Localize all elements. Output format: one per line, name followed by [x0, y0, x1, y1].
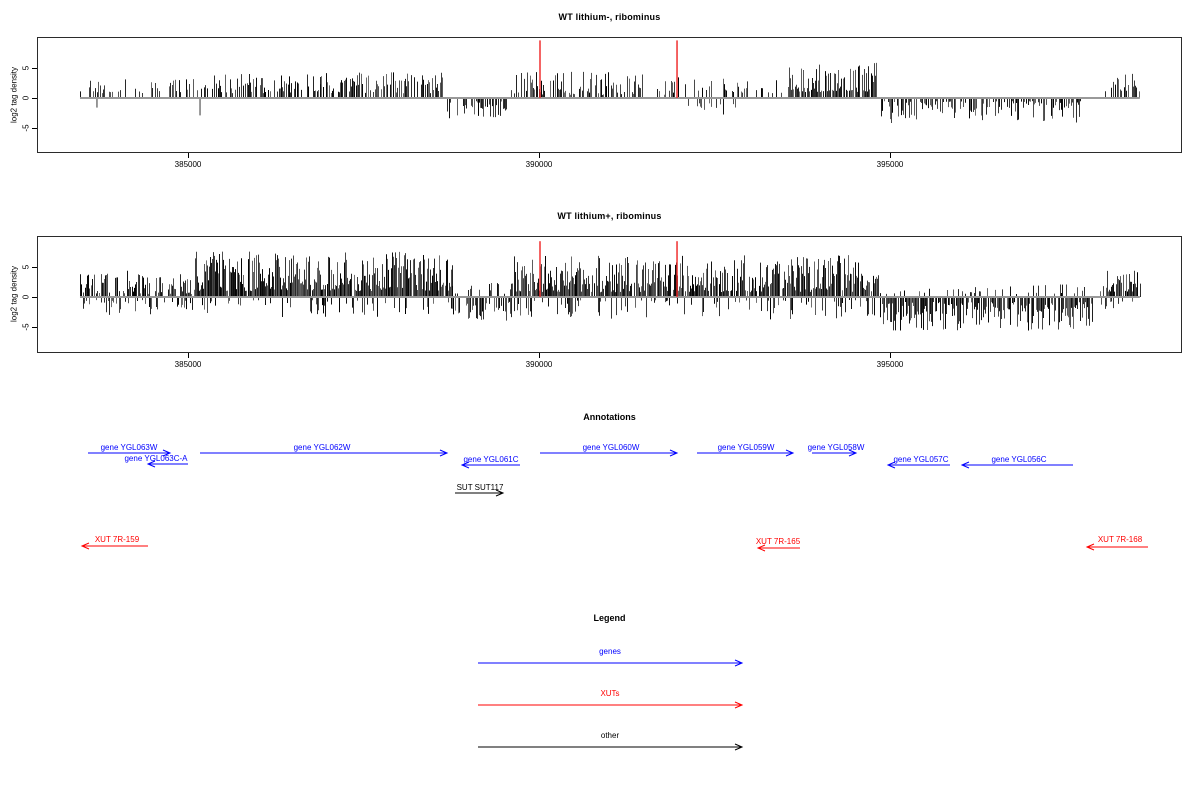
gene-arrow-head-icon	[886, 461, 896, 469]
y-tick	[32, 128, 37, 129]
annotations-title: Annotations	[583, 412, 636, 422]
xut-label: XUT 7R-165	[756, 537, 801, 546]
gene-label: gene YGL062W	[294, 443, 351, 452]
x-tick	[539, 153, 541, 158]
gene-arrow-head-icon	[146, 460, 156, 468]
xut-label: XUT 7R-168	[1098, 535, 1143, 544]
x-tick-label: 395000	[876, 360, 904, 369]
x-tick-label: 390000	[525, 160, 553, 169]
legend-item-label: genes	[599, 647, 621, 656]
y-tick	[32, 327, 37, 328]
x-tick	[188, 153, 190, 158]
xut-arrow-head-icon	[1085, 543, 1095, 551]
x-tick-label: 385000	[174, 160, 202, 169]
gene-arrow-head-icon	[162, 449, 172, 457]
xut-label: XUT 7R-159	[95, 535, 140, 544]
plot2-title: WT lithium+, ribominus	[557, 211, 662, 221]
gene-label: gene YGL057C	[893, 455, 948, 464]
plot-area-1	[37, 37, 1182, 153]
sut-label: SUT SUT117	[457, 483, 504, 492]
gene-arrow-head-icon	[439, 449, 449, 457]
gene-label: gene YGL056C	[991, 455, 1046, 464]
y-tick	[32, 267, 37, 268]
gene-arrow-head-icon	[460, 461, 470, 469]
x-tick-label: 385000	[174, 360, 202, 369]
legend-arrow-head-icon	[734, 659, 744, 667]
x-tick	[890, 353, 892, 358]
x-tick-label: 395000	[876, 160, 904, 169]
gene-label: gene YGL058W	[808, 443, 865, 452]
legend-item-label: other	[601, 731, 620, 740]
y-tick	[32, 297, 37, 298]
x-tick	[890, 153, 892, 158]
plot1-title: WT lithium-, ribominus	[558, 12, 661, 22]
gene-arrow-head-icon	[848, 449, 858, 457]
xut-arrow-head-icon	[80, 542, 90, 550]
y-tick	[32, 68, 37, 69]
x-tick-label: 390000	[525, 360, 553, 369]
gene-label: gene YGL059W	[718, 443, 775, 452]
legend-arrow-head-icon	[734, 701, 744, 709]
gene-label: gene YGL060W	[583, 443, 640, 452]
legend-arrow-head-icon	[734, 743, 744, 751]
x-tick	[539, 353, 541, 358]
legend-item-label: XUTs	[600, 689, 619, 698]
gene-label: gene YGL063C-A	[124, 454, 188, 463]
x-tick	[188, 353, 190, 358]
legend-title: Legend	[593, 613, 626, 623]
gene-arrow-head-icon	[785, 449, 795, 457]
gene-arrow-head-icon	[669, 449, 679, 457]
plot-bars-svg	[79, 40, 1140, 123]
gene-arrow-head-icon	[960, 461, 970, 469]
plot-area-2	[37, 236, 1182, 353]
sut-arrow-head-icon	[495, 489, 505, 497]
y-tick	[32, 98, 37, 99]
plot-bars-svg	[79, 241, 1141, 331]
gene-label: gene YGL061C	[463, 455, 518, 464]
gene-label: gene YGL063W	[101, 443, 158, 452]
xut-arrow-head-icon	[756, 544, 766, 552]
